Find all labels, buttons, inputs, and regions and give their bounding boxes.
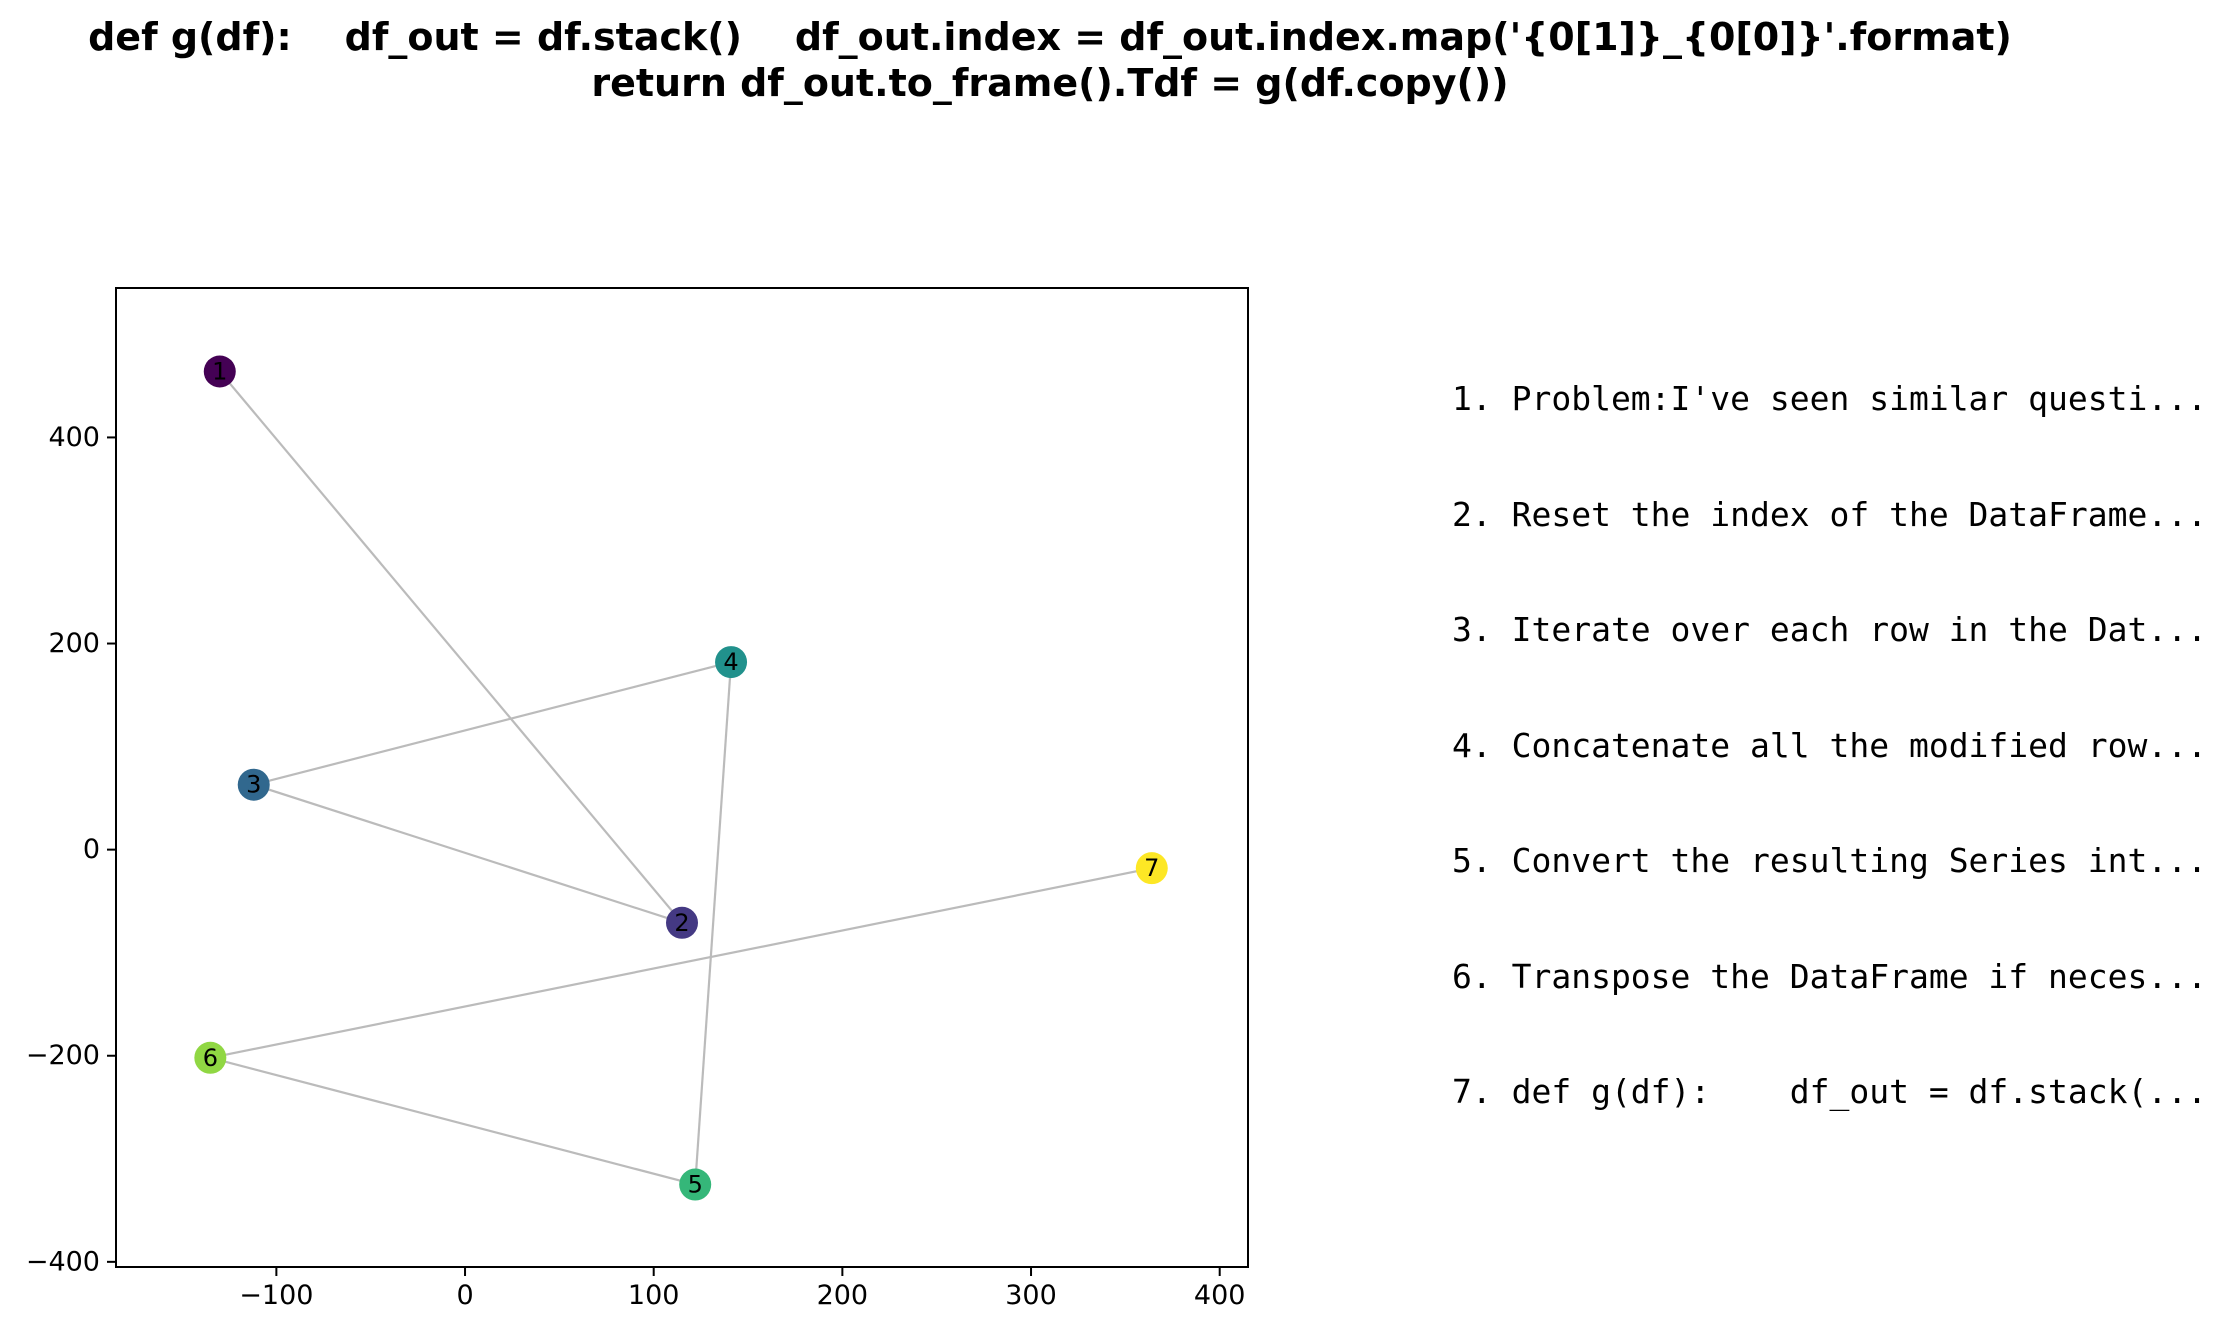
data-point xyxy=(203,355,236,388)
step-item: 2. Reset the index of the DataFrame... xyxy=(1452,494,2207,534)
data-point xyxy=(237,768,270,801)
data-point xyxy=(715,646,748,679)
x-tick-label: 100 xyxy=(628,1280,680,1311)
steps-list: 1. Problem:I've seen similar questi... 2… xyxy=(1452,303,2207,1150)
x-tick-label: 0 xyxy=(456,1280,473,1311)
x-axis-ticks: −100 0 100 200 300 400 xyxy=(239,1267,1245,1311)
connection-line xyxy=(694,662,733,1185)
title-line-2: return df_out.to_frame().Tdf = g(df.copy… xyxy=(591,61,1509,105)
x-tick-label: 400 xyxy=(1194,1280,1246,1311)
data-points xyxy=(194,355,1168,1201)
connection-line xyxy=(253,783,683,924)
point-label: 2 xyxy=(674,909,689,937)
point-label: 5 xyxy=(688,1171,703,1199)
data-point xyxy=(679,1168,712,1201)
data-point xyxy=(1135,852,1168,885)
point-labels: 1 2 3 4 5 6 7 xyxy=(203,357,1160,1198)
chart-title: def g(df): df_out = df.stack() df_out.in… xyxy=(0,14,2100,106)
data-point xyxy=(666,906,698,939)
y-tick-label: −200 xyxy=(26,1040,100,1071)
connection-line xyxy=(218,370,683,924)
y-tick-label: 200 xyxy=(48,628,100,659)
connection-line xyxy=(210,1056,696,1186)
point-label: 3 xyxy=(246,771,261,799)
x-tick-label: 200 xyxy=(817,1280,869,1311)
x-tick-label: −100 xyxy=(239,1280,313,1311)
y-tick-label: 0 xyxy=(83,834,100,865)
title-line-1: def g(df): df_out = df.stack() df_out.in… xyxy=(88,15,2012,59)
connection-line xyxy=(210,867,1152,1059)
y-tick-label: −400 xyxy=(26,1246,100,1277)
point-label: 6 xyxy=(203,1044,218,1072)
x-tick-label: 300 xyxy=(1005,1280,1057,1311)
connection-line xyxy=(253,661,732,786)
step-item: 5. Convert the resulting Series int... xyxy=(1452,841,2207,880)
step-item: 1. Problem:I've seen similar questi... xyxy=(1452,379,2207,418)
step-item: 3. Iterate over each row in the Dat... xyxy=(1452,610,2207,649)
y-tick-label: 400 xyxy=(48,422,100,453)
step-item: 4. Concatenate all the modified row... xyxy=(1452,725,2207,765)
point-label: 4 xyxy=(723,648,738,676)
data-point xyxy=(194,1041,227,1074)
point-label: 7 xyxy=(1144,854,1159,882)
connection-lines xyxy=(210,370,1152,1186)
step-item: 6. Transpose the DataFrame if neces... xyxy=(1452,956,2207,996)
step-item: 7. def g(df): df_out = df.stack(... xyxy=(1452,1072,2207,1111)
point-label: 1 xyxy=(212,357,227,385)
y-axis-ticks: −400 −200 0 200 400 xyxy=(26,422,116,1277)
plot-area-frame xyxy=(115,287,1249,1268)
